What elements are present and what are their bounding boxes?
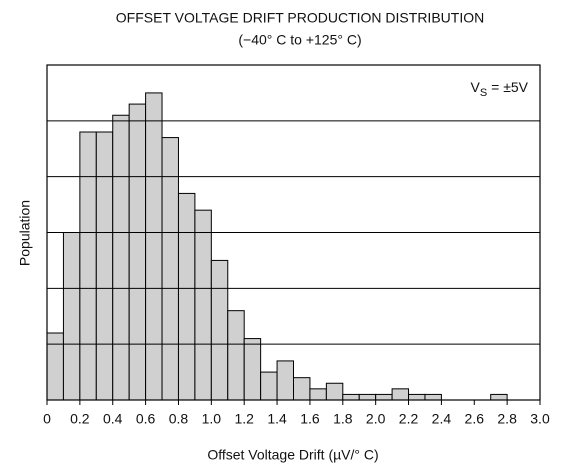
x-tick-label: 2.0: [366, 411, 386, 427]
annotation-rest: = ±5V: [487, 79, 528, 95]
x-tick-label: 0.2: [70, 411, 90, 427]
x-tick-label: 2.4: [432, 411, 452, 427]
bar: [62, 232, 81, 401]
x-tick-label: 0.6: [136, 411, 156, 427]
chart-subtitle: (−40° C to +125° C): [238, 32, 361, 48]
bar: [375, 393, 393, 401]
x-tick-label: 1.6: [300, 411, 320, 427]
annotation-main: V: [471, 79, 481, 95]
bar: [358, 393, 377, 401]
bar: [260, 371, 278, 401]
x-tick-label: 2.8: [497, 411, 517, 427]
bar: [227, 310, 245, 401]
bar: [342, 393, 360, 401]
chart-title: OFFSET VOLTAGE DRIFT PRODUCTION DISTRIBU…: [116, 10, 484, 26]
x-tick-label: 2.6: [465, 411, 485, 427]
x-axis-label: Offset Voltage Drift (µV/° C): [207, 447, 378, 463]
x-tick-label: 1.4: [267, 411, 287, 427]
bar: [391, 388, 410, 401]
x-tick-label: 1.0: [202, 411, 222, 427]
bar: [276, 360, 295, 401]
x-tick-label: 0.4: [103, 411, 123, 427]
x-tick-label: 1.8: [333, 411, 353, 427]
x-tick-label: 1.2: [234, 411, 254, 427]
annotation: VS = ±5V: [471, 79, 529, 99]
bar: [424, 393, 442, 401]
bar: [243, 338, 262, 401]
bar: [177, 192, 196, 401]
bar: [46, 332, 64, 401]
bar: [145, 92, 163, 401]
x-tick-label: 0.8: [169, 411, 189, 427]
bar: [112, 114, 130, 401]
plot-frame: [46, 64, 541, 401]
bar: [293, 377, 311, 401]
y-axis-label: Population: [17, 200, 33, 266]
bar: [210, 259, 229, 401]
bar: [309, 388, 327, 401]
bar: [79, 131, 97, 401]
bar: [95, 131, 114, 401]
annotation-sub: S: [480, 87, 487, 99]
x-tick-label: 0: [43, 411, 51, 427]
x-tick-label: 3.0: [530, 411, 550, 427]
bar: [408, 393, 426, 401]
bar: [194, 209, 212, 401]
bar: [128, 103, 147, 401]
x-tick-label: 2.2: [399, 411, 419, 427]
bar: [325, 382, 344, 401]
bar: [490, 393, 508, 401]
